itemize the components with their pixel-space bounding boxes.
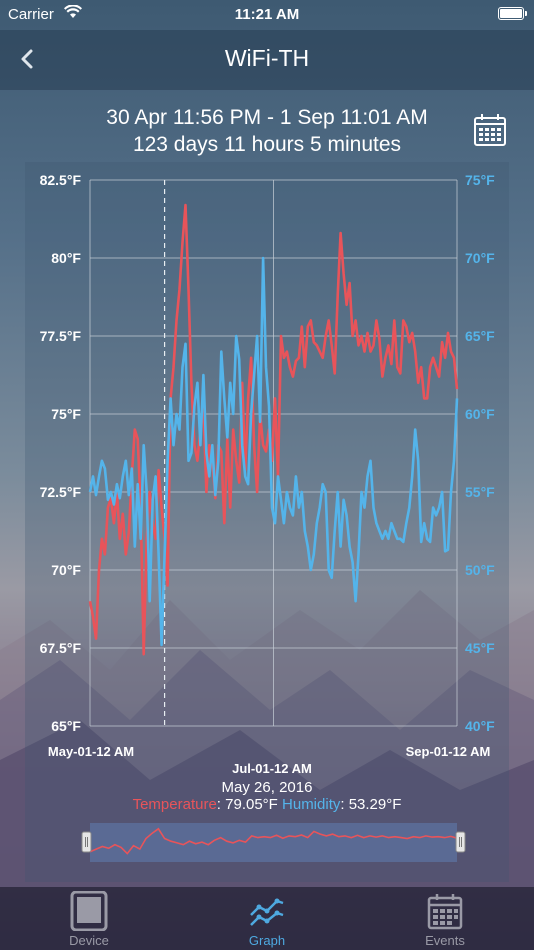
tablet-icon [70,891,108,931]
left-tick-label: 77.5°F [40,328,82,344]
left-tick-label: 67.5°F [40,640,82,656]
calendar-button[interactable] [472,112,508,148]
date-range-dates: 30 Apr 11:56 PM - 1 Sep 11:01 AM [106,106,428,129]
tab-events-label: Events [425,933,465,948]
calendar-icon [427,894,463,930]
readout-temperature-label: Temperature [132,796,217,813]
left-axis-ticks: 82.5°F 80°F 77.5°F 75°F 72.5°F 70°F 67.5°F 65°F [40,172,82,734]
battery-icon [498,7,527,20]
overview-temperature-line [89,827,458,855]
right-tick-label: 70°F [465,250,495,266]
nav-bar: WiFi-TH [0,30,534,90]
date-range: 30 Apr 11:56 PM - 1 Sep 11:01 AM 123 day… [0,104,534,158]
left-tick-label: 72.5°F [40,484,82,500]
readout-temperature-value: : 79.05°F [216,796,278,813]
carrier-label: Carrier [8,6,54,23]
x-tick-label: Sep-01-12 AM [406,744,491,759]
right-tick-label: 55°F [465,484,495,500]
back-button[interactable] [14,44,44,74]
x-tick-label: Jul-01-12 AM [232,761,312,776]
left-tick-label: 70°F [51,562,81,578]
status-time: 11:21 AM [234,6,300,23]
tab-device-label: Device [69,933,109,948]
x-tick-label: May-01-12 AM [48,744,134,759]
right-tick-label: 40°F [465,718,495,734]
right-tick-label: 60°F [465,406,495,422]
right-tick-label: 50°F [465,562,495,578]
wifi-icon [64,5,82,18]
left-tick-label: 80°F [51,250,81,266]
chart-readout: May 26, 2016 Temperature: 79.05°F Humidi… [0,779,534,813]
line-graph-icon [250,898,284,926]
readout-date: May 26, 2016 [221,779,313,796]
tab-graph-label: Graph [248,933,286,948]
chart-panel [25,162,509,882]
left-tick-label: 82.5°F [40,172,82,188]
overview-background [90,823,457,862]
right-tick-label: 75°F [465,172,495,188]
right-tick-label: 65°F [465,328,495,344]
overview-right-handle[interactable] [455,831,466,853]
overview-navigator[interactable] [81,823,466,862]
series-lines [88,203,459,656]
series-humidity-line [88,256,459,647]
tab-graph[interactable]: Graph [178,887,356,950]
right-axis-ticks: 75°F 70°F 65°F 60°F 55°F 50°F 45°F 40°F [465,172,495,734]
readout-values: Temperature: 79.05°F Humidity: 53.29°F [0,796,534,813]
temperature-humidity-chart[interactable]: 82.5°F 80°F 77.5°F 75°F 72.5°F 70°F 67.5°F 65°F… [0,0,534,890]
overview-left-handle[interactable] [81,831,92,853]
status-bar: Carrier 11:21 AM [0,0,534,30]
right-tick-label: 45°F [465,640,495,656]
x-axis-ticks: May-01-12 AM Jul-01-12 AM Sep-01-12 AM [48,744,491,776]
tab-events[interactable]: Events [356,887,534,950]
readout-humidity-label: Humidity [282,796,341,813]
readout-humidity-value: : 53.29°F [340,796,402,813]
date-range-duration: 123 days 11 hours 5 minutes [132,133,402,156]
left-tick-label: 75°F [51,406,81,422]
nav-title: WiFi-TH [224,45,310,71]
tab-device[interactable]: Device [0,887,178,950]
tab-bar: Device Graph Events [0,887,534,950]
left-tick-label: 65°F [51,718,81,734]
